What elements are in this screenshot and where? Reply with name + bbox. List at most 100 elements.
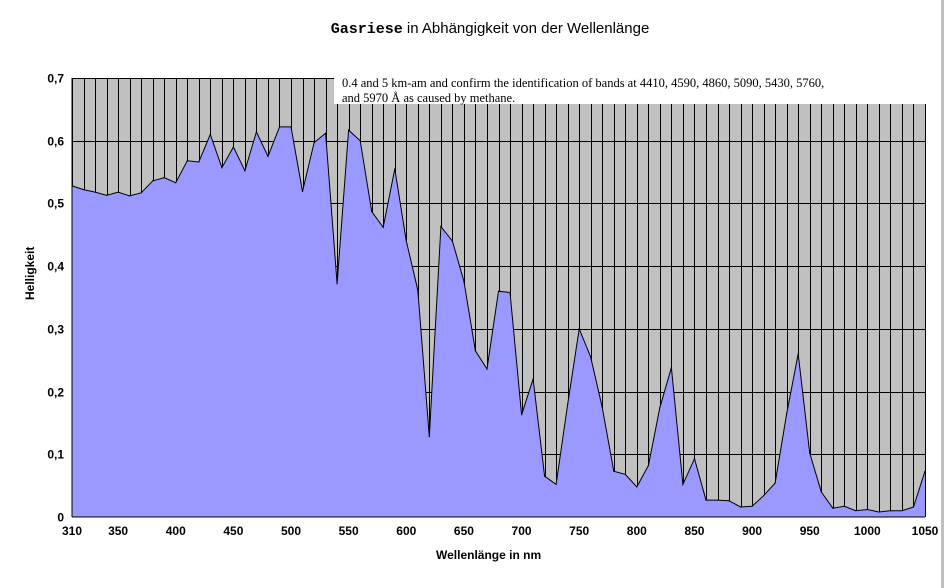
- y-tick-label: 0,2: [47, 386, 64, 400]
- data-point: [774, 482, 776, 484]
- data-point: [924, 470, 926, 472]
- x-tick-label: 650: [454, 524, 474, 538]
- data-point: [889, 510, 892, 512]
- data-point: [693, 458, 696, 460]
- x-tick-label: 600: [396, 524, 416, 538]
- y-tick-label: 0,1: [47, 448, 64, 462]
- data-point: [71, 185, 73, 187]
- x-tick-label: 350: [108, 524, 128, 538]
- y-tick-labels: 0 0,1 0,2 0,3 0,4 0,5 0,6 0,7: [47, 72, 64, 525]
- data-point: [129, 195, 131, 197]
- data-points: [71, 126, 926, 513]
- data-point: [578, 328, 580, 330]
- data-point: [209, 133, 211, 135]
- data-point: [313, 142, 315, 144]
- data-point: [509, 291, 511, 294]
- x-tick-label: 1000: [854, 524, 881, 538]
- x-tick-label: 310: [62, 524, 82, 538]
- data-point: [521, 414, 523, 416]
- data-point: [232, 146, 234, 148]
- data-point: [428, 436, 430, 438]
- data-point: [763, 495, 765, 497]
- x-tick-label: 450: [223, 524, 243, 538]
- data-point: [301, 190, 304, 193]
- data-point: [797, 353, 799, 355]
- data-point: [544, 475, 546, 477]
- x-tick-label: 1050: [912, 524, 939, 538]
- data-point: [186, 160, 188, 162]
- x-tick-label: 500: [281, 524, 301, 538]
- data-point: [590, 356, 592, 358]
- data-point: [786, 412, 788, 415]
- x-axis-label: Wellenlänge in nm: [436, 548, 542, 562]
- data-point: [325, 132, 327, 134]
- data-point: [267, 155, 269, 157]
- data-point: [255, 131, 257, 133]
- annotation-box: 0.4 and 5 km-am and confirm the identifi…: [334, 72, 932, 105]
- data-point: [198, 161, 200, 163]
- data-point: [405, 240, 407, 242]
- data-point: [106, 194, 108, 196]
- x-tick-labels: 310 350 400 450 500 550 600 650 700 750 800 850 900 9…: [62, 524, 939, 538]
- data-point: [140, 192, 142, 194]
- chart-title-rest: in Abhängigkeit von der Wellenlänge: [402, 20, 650, 37]
- data-point: [336, 283, 338, 285]
- data-point: [348, 129, 350, 131]
- data-point: [636, 486, 638, 488]
- data-point: [832, 507, 834, 509]
- data-point: [670, 367, 673, 369]
- y-axis-label: Helligkeit: [23, 246, 37, 300]
- data-point: [486, 368, 488, 370]
- x-tick-label: 900: [742, 524, 762, 538]
- data-point: [474, 350, 476, 352]
- data-point: [843, 505, 845, 507]
- data-point: [244, 170, 246, 172]
- data-point: [740, 506, 742, 508]
- y-tick-label: 0,5: [47, 197, 64, 211]
- x-tick-label: 750: [569, 524, 589, 538]
- data-point: [359, 140, 361, 142]
- data-point: [809, 452, 811, 454]
- chart-title: Gasriese in Abhängigkeit von der Wellenl…: [0, 20, 944, 38]
- data-point: [382, 226, 384, 228]
- data-point: [820, 491, 822, 493]
- data-point: [290, 126, 292, 128]
- y-tick-label: 0: [57, 511, 64, 525]
- data-point: [728, 500, 730, 502]
- data-point: [705, 499, 707, 501]
- data-point: [371, 211, 373, 213]
- data-point: [624, 473, 626, 475]
- data-point: [855, 510, 857, 512]
- data-point: [613, 470, 615, 472]
- data-point: [163, 177, 165, 179]
- x-tick-label: 800: [627, 524, 647, 538]
- x-tick-label: 950: [800, 524, 820, 538]
- data-point: [751, 505, 753, 507]
- data-point: [716, 499, 719, 501]
- annotation-line-1: 0.4 and 5 km-am and confirm the identifi…: [342, 76, 825, 90]
- chart-title-mono: Gasriese: [330, 21, 403, 38]
- data-point: [117, 191, 119, 193]
- data-point: [82, 189, 85, 191]
- x-tick-label: 550: [339, 524, 359, 538]
- data-point: [567, 403, 569, 405]
- data-point: [866, 508, 869, 511]
- y-tick-label: 0,4: [47, 260, 64, 274]
- data-point: [497, 290, 500, 292]
- data-point: [647, 465, 650, 467]
- data-point: [440, 226, 442, 228]
- data-point: [451, 240, 453, 242]
- data-point: [463, 280, 465, 282]
- data-point: [221, 167, 223, 169]
- data-point: [175, 182, 177, 184]
- y-tick-label: 0,6: [47, 135, 64, 149]
- x-tick-label: 850: [684, 524, 704, 538]
- series-area: [72, 126, 925, 518]
- data-point: [394, 168, 396, 170]
- annotation-line-2: and 5970 Å as caused by methane.: [342, 91, 516, 105]
- x-tick-label: 700: [512, 524, 532, 538]
- data-point: [601, 406, 603, 408]
- data-point: [901, 510, 903, 512]
- data-point: [94, 191, 96, 193]
